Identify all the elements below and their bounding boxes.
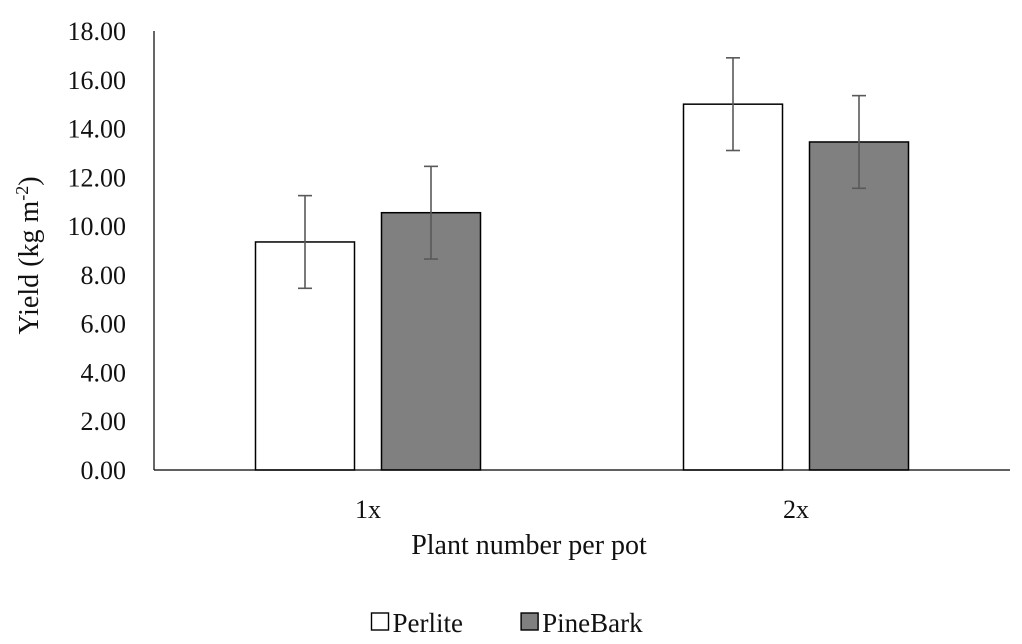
y-tick-label: 0.00	[81, 456, 127, 485]
x-tick-label: 1x	[355, 495, 381, 524]
y-tick-label: 16.00	[68, 66, 127, 95]
y-tick-label: 8.00	[81, 261, 127, 290]
y-axis-tick-labels: 0.00 2.00 4.00 6.00 8.00 10.00 12.00 14.00 16.00…	[68, 17, 127, 485]
error-bars	[298, 57, 866, 290]
x-axis-tick-labels: 1x 2x	[355, 495, 809, 524]
x-axis-title: Plant number per pot	[411, 530, 647, 561]
legend: Perlite PineBark	[370, 608, 643, 638]
legend-label: PineBark	[542, 608, 643, 638]
y-tick-label: 4.00	[81, 358, 127, 387]
bar-perlite-2x	[682, 103, 784, 471]
legend-label: Perlite	[393, 608, 463, 638]
y-tick-label: 18.00	[68, 17, 127, 46]
legend-swatch	[520, 612, 539, 631]
bars	[254, 103, 910, 471]
y-tick-label: 6.00	[81, 310, 127, 339]
y-axis-title: Yield (kg m-2)	[12, 176, 45, 334]
y-tick-label: 14.00	[68, 115, 127, 144]
legend-item-pinebark: PineBark	[520, 608, 643, 638]
legend-item-perlite: Perlite	[370, 608, 463, 638]
y-tick-label: 12.00	[68, 163, 127, 192]
legend-swatch	[370, 612, 390, 631]
y-axis-title-main: Yield (kg m	[14, 201, 45, 335]
y-tick-label: 10.00	[68, 212, 127, 241]
y-tick-label: 2.00	[81, 407, 127, 436]
y-axis-title-superscript: -2	[12, 186, 32, 201]
y-axis-title-close: )	[14, 176, 45, 185]
x-tick-label: 2x	[783, 495, 809, 524]
bar-pinebark-2x	[808, 141, 910, 471]
